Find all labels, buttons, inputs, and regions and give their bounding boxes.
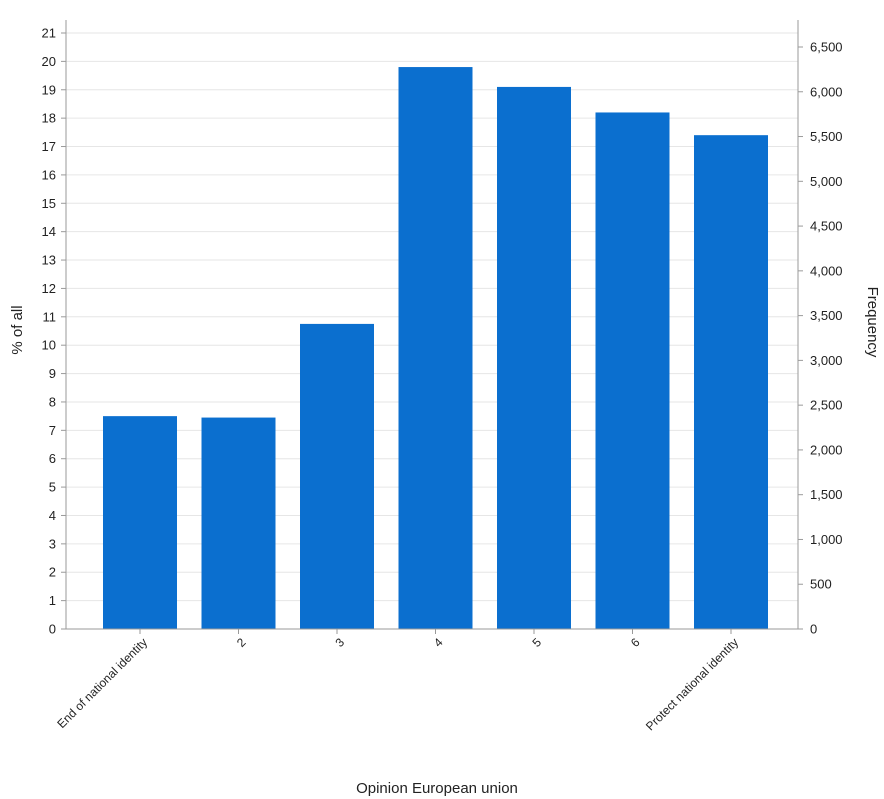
right-tick-label: 5,500	[810, 129, 843, 144]
left-tick-label: 8	[49, 394, 56, 409]
right-tick-label: 5,000	[810, 174, 843, 189]
right-axis-ticks: 0 500 1,000 1,500 2,000 2,500 3,000 3,500 4,000 4…	[798, 40, 843, 637]
left-tick-label: 20	[42, 54, 56, 69]
category-label: 6	[628, 635, 643, 650]
left-tick-label: 18	[42, 111, 56, 126]
left-tick-label: 13	[42, 253, 56, 268]
left-tick-label: 16	[42, 167, 56, 182]
left-tick-label: 15	[42, 196, 56, 211]
left-tick-label: 21	[42, 26, 56, 41]
left-tick-label: 7	[49, 423, 56, 438]
left-tick-label: 3	[49, 536, 56, 551]
bar	[497, 86, 571, 629]
left-tick-label: 10	[42, 338, 56, 353]
right-tick-label: 2,500	[810, 398, 843, 413]
bar	[694, 135, 768, 629]
right-tick-label: 3,500	[810, 308, 843, 323]
left-tick-label: 9	[49, 366, 56, 381]
bar	[595, 112, 670, 629]
left-tick-label: 2	[49, 565, 56, 580]
category-label: 5	[529, 635, 544, 650]
left-tick-label: 11	[43, 309, 57, 324]
bar	[103, 416, 177, 629]
right-tick-label: 4,000	[810, 263, 843, 278]
right-tick-label: 6,000	[810, 84, 843, 99]
right-tick-label: 6,500	[810, 40, 843, 55]
left-tick-label: 19	[42, 82, 56, 97]
left-tick-label: 1	[49, 593, 56, 608]
bar	[398, 67, 473, 630]
y-axis-title: % of all	[9, 305, 26, 354]
left-tick-label: 12	[42, 281, 56, 296]
bar	[201, 417, 276, 629]
right-tick-label: 1,000	[810, 532, 843, 547]
y2-axis-title: Frequency	[864, 287, 881, 358]
category-label: 2	[234, 635, 249, 650]
right-tick-label: 2,000	[810, 442, 843, 457]
right-tick-label: 500	[810, 577, 832, 592]
bar	[300, 323, 374, 629]
category-label: End of national identity	[54, 635, 150, 731]
left-tick-label: 0	[49, 622, 56, 637]
left-tick-label: 14	[42, 224, 56, 239]
left-tick-label: 17	[42, 139, 56, 154]
right-tick-label: 1,500	[810, 487, 843, 502]
left-tick-label: 6	[49, 451, 56, 466]
left-tick-label: 4	[49, 508, 56, 523]
x-axis-title: Opinion European union	[356, 780, 518, 797]
left-tick-label: 5	[49, 480, 56, 495]
right-tick-label: 0	[810, 622, 817, 637]
category-label: Protect national identity	[643, 635, 741, 733]
category-label: 4	[431, 635, 446, 650]
right-tick-label: 4,500	[810, 219, 843, 234]
axes	[65, 20, 799, 630]
category-label: 3	[332, 635, 347, 650]
right-tick-label: 3,000	[810, 353, 843, 368]
bars	[103, 67, 768, 630]
category-labels: End of national identity 2 3 4 5 6 Protect nat…	[54, 629, 741, 733]
